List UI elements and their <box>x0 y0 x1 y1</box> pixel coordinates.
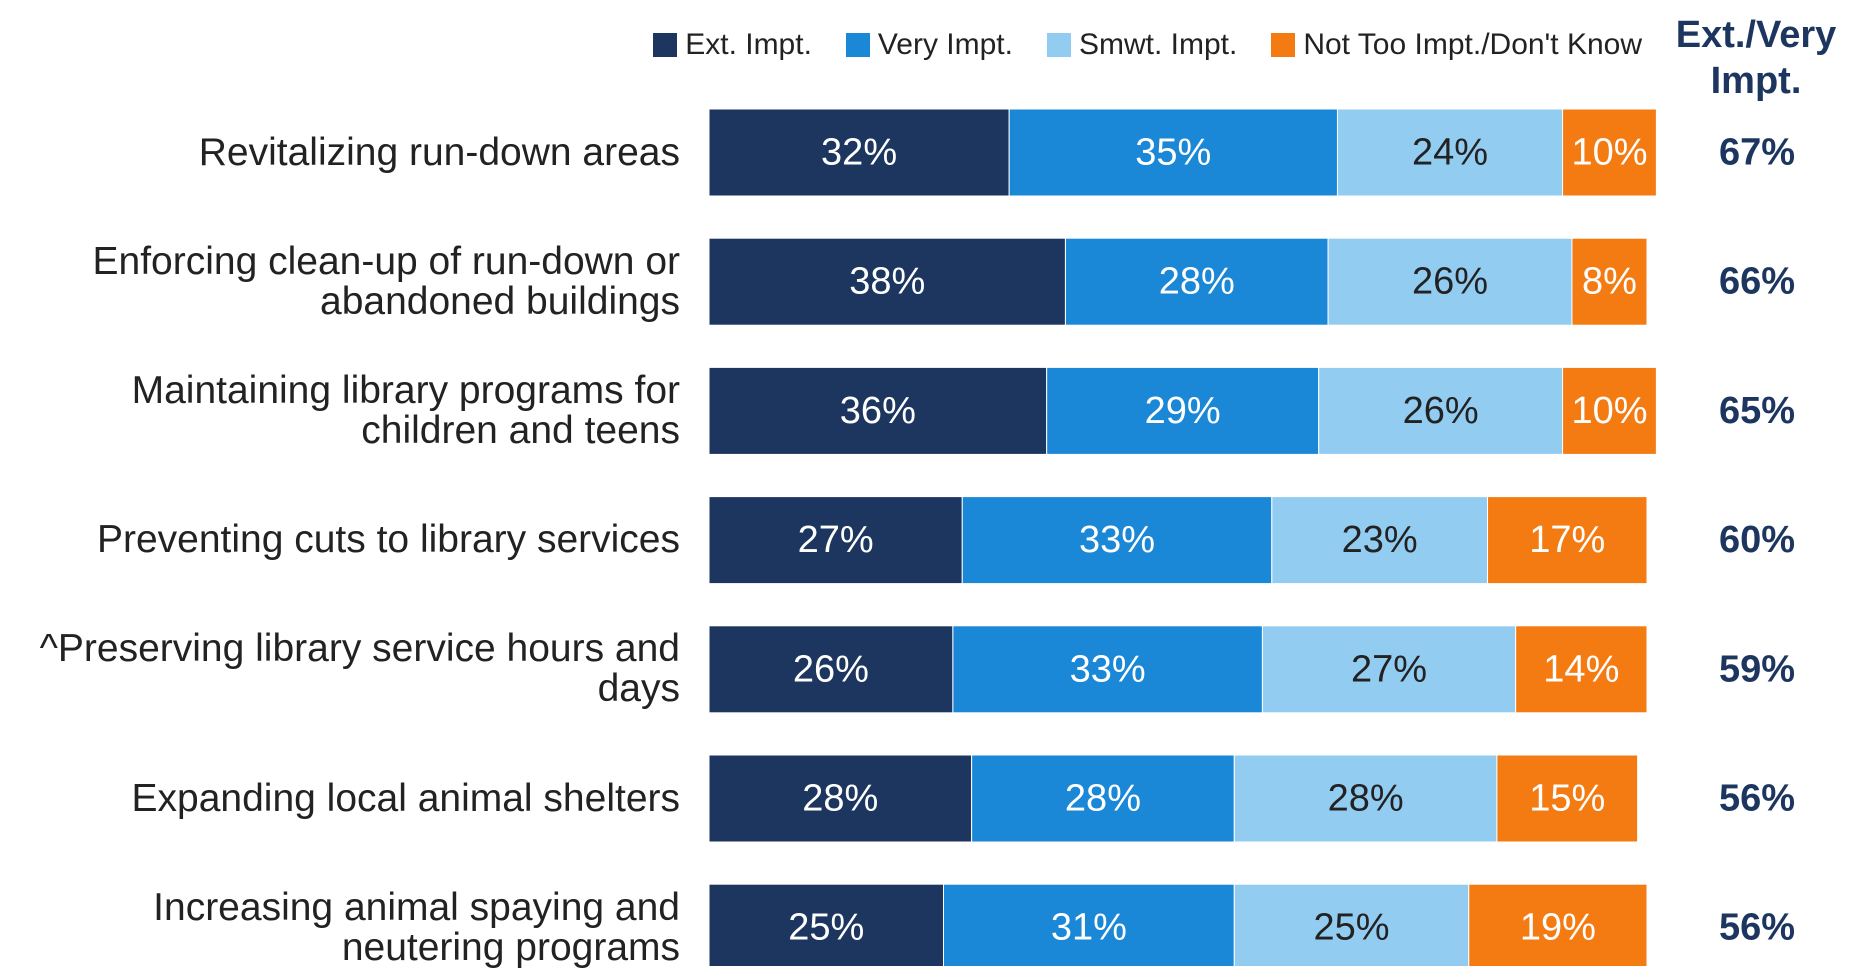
bar-segment <box>1271 496 1489 585</box>
bar-segment <box>1468 883 1648 966</box>
category-label: Maintaining library programs for childre… <box>131 368 680 452</box>
bar-value-label: 8% <box>1582 261 1637 303</box>
bar-segment <box>1327 237 1573 326</box>
bar-value-label: 28% <box>1328 778 1404 820</box>
total-value-label: 67% <box>1719 132 1795 174</box>
bar-value-label: 10% <box>1571 390 1647 432</box>
bar-value-label: 26% <box>1412 261 1488 303</box>
legend-label: Very Impt. <box>877 28 1013 61</box>
bar-segment <box>971 754 1235 843</box>
bar-value-label: 25% <box>788 907 864 949</box>
category-label: Preventing cuts to library services <box>96 518 680 562</box>
bar-value-label: 19% <box>1520 907 1596 949</box>
bar-segment <box>1571 237 1648 326</box>
bar-value-label: 27% <box>1351 648 1427 690</box>
bar-segment <box>1562 366 1657 455</box>
bar-value-label: 29% <box>1145 390 1221 432</box>
legend-item: Not Too Impt./Don't Know <box>1271 28 1642 62</box>
bar-segment <box>708 754 973 843</box>
bar-value-label: 32% <box>821 132 897 174</box>
bar-value-label: 36% <box>840 390 916 432</box>
bar-segment <box>708 237 1066 326</box>
category-label: Increasing animal spaying and neutering … <box>153 885 680 969</box>
bar-segment <box>1487 496 1648 585</box>
total-value-label: 60% <box>1719 519 1795 561</box>
category-label: Expanding local animal shelters <box>131 776 680 820</box>
bar-value-label: 26% <box>1403 390 1479 432</box>
bar-value-label: 26% <box>793 648 869 690</box>
bar-value-label: 10% <box>1571 132 1647 174</box>
legend-swatch <box>845 33 870 57</box>
totals-title: Ext./Very Impt. <box>1675 14 1837 102</box>
bar-segment <box>1318 366 1564 455</box>
bar-segment <box>952 625 1263 714</box>
bar-value-label: 38% <box>849 261 925 303</box>
bar-value-label: 35% <box>1135 132 1211 174</box>
total-value-label: 59% <box>1719 648 1795 690</box>
bar-segment <box>1064 237 1329 326</box>
legend-swatch <box>653 33 678 57</box>
bar-value-label: 14% <box>1543 648 1619 690</box>
bar-segment <box>1008 108 1338 197</box>
bar-value-label: 23% <box>1342 519 1418 561</box>
bar-segment <box>943 883 1235 966</box>
total-value-label: 56% <box>1719 778 1795 820</box>
bar-value-label: 24% <box>1412 132 1488 174</box>
bar-segment <box>1515 625 1648 714</box>
category-label: Enforcing clean-up of run-down or abando… <box>92 239 681 323</box>
legend-label: Not Too Impt./Don't Know <box>1303 28 1642 61</box>
bar-segment <box>708 625 954 714</box>
bar-segment <box>1233 883 1470 966</box>
legend-item: Smwt. Impt. <box>1046 28 1238 62</box>
legend: Ext. Impt. Very Impt. Smwt. Impt. Not Too I… <box>653 28 1642 62</box>
bar-value-label: 28% <box>1065 778 1141 820</box>
bar-segment <box>708 366 1048 455</box>
category-label: ^Preserving library service hours and da… <box>39 627 680 711</box>
bar-value-label: 27% <box>798 519 874 561</box>
bar-value-label: 33% <box>1079 519 1155 561</box>
legend-label: Ext. Impt. <box>685 28 812 61</box>
bar-value-label: 28% <box>802 778 878 820</box>
bar-segment <box>708 108 1010 197</box>
legend-label: Smwt. Impt. <box>1078 28 1238 61</box>
bar-segment <box>1496 754 1639 843</box>
total-value-label: 65% <box>1719 390 1795 432</box>
legend-item: Ext. Impt. <box>653 28 812 62</box>
bar-value-label: 25% <box>1313 907 1389 949</box>
bar-value-label: 33% <box>1070 648 1146 690</box>
bar-segment <box>708 496 963 585</box>
bar-value-label: 15% <box>1529 778 1605 820</box>
legend-swatch <box>1046 33 1071 57</box>
total-value-label: 66% <box>1719 261 1795 303</box>
category-label: Revitalizing run-down areas <box>198 130 680 174</box>
bar-segment <box>708 883 944 966</box>
total-value-label: 56% <box>1719 907 1795 949</box>
legend-swatch <box>1271 33 1296 57</box>
bar-segment <box>1336 108 1564 197</box>
legend-item: Very Impt. <box>845 28 1013 62</box>
bar-segment <box>1046 366 1320 455</box>
bar-value-label: 17% <box>1529 519 1605 561</box>
bar-segment <box>1233 754 1498 843</box>
bar-value-label: 28% <box>1159 261 1235 303</box>
bar-value-label: 31% <box>1051 907 1127 949</box>
bar-segment <box>1562 108 1657 197</box>
